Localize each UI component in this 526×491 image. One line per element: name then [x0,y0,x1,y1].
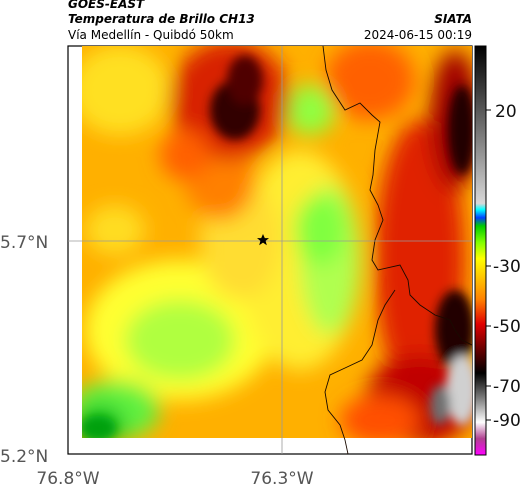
colorbar-gradient [474,45,487,456]
boundary-line-south [324,289,396,455]
lon-tick-76.3W: 76.3°W [250,469,313,489]
colorbar-tick-minus90: -90 [493,411,521,431]
temperature-field [82,46,472,438]
colorbar: 20 -30 -50 -70 -90 [474,45,521,456]
region-label: Vía Medellín - Quibdó 50km [68,28,234,42]
timestamp-label: 2024-06-15 00:19 [363,28,472,42]
colorbar-tick-minus70: -70 [493,377,521,397]
colorbar-tick-minus50: -50 [493,317,521,337]
satellite-title: GOES-EAST [68,0,145,11]
lon-tick-76.8W: 76.8°W [36,469,99,489]
header-row-1: GOES-EAST [68,0,472,11]
header-row-3: Vía Medellín - Quibdó 50km 2024-06-15 00… [68,28,472,43]
star-marker-icon [257,234,269,246]
lat-tick-5.2N: 5.2°N [0,447,48,467]
lat-tick-5.7N: 5.7°N [0,233,48,253]
agency-label: SIATA [434,12,472,26]
colorbar-tick-20: 20 [495,102,517,122]
colorbar-tick-minus30: -30 [493,257,521,277]
boundary-line-east [322,45,473,346]
header-row-2: Temperatura de Brillo CH13 SIATA [68,12,472,27]
product-title: Temperatura de Brillo CH13 [68,12,255,26]
